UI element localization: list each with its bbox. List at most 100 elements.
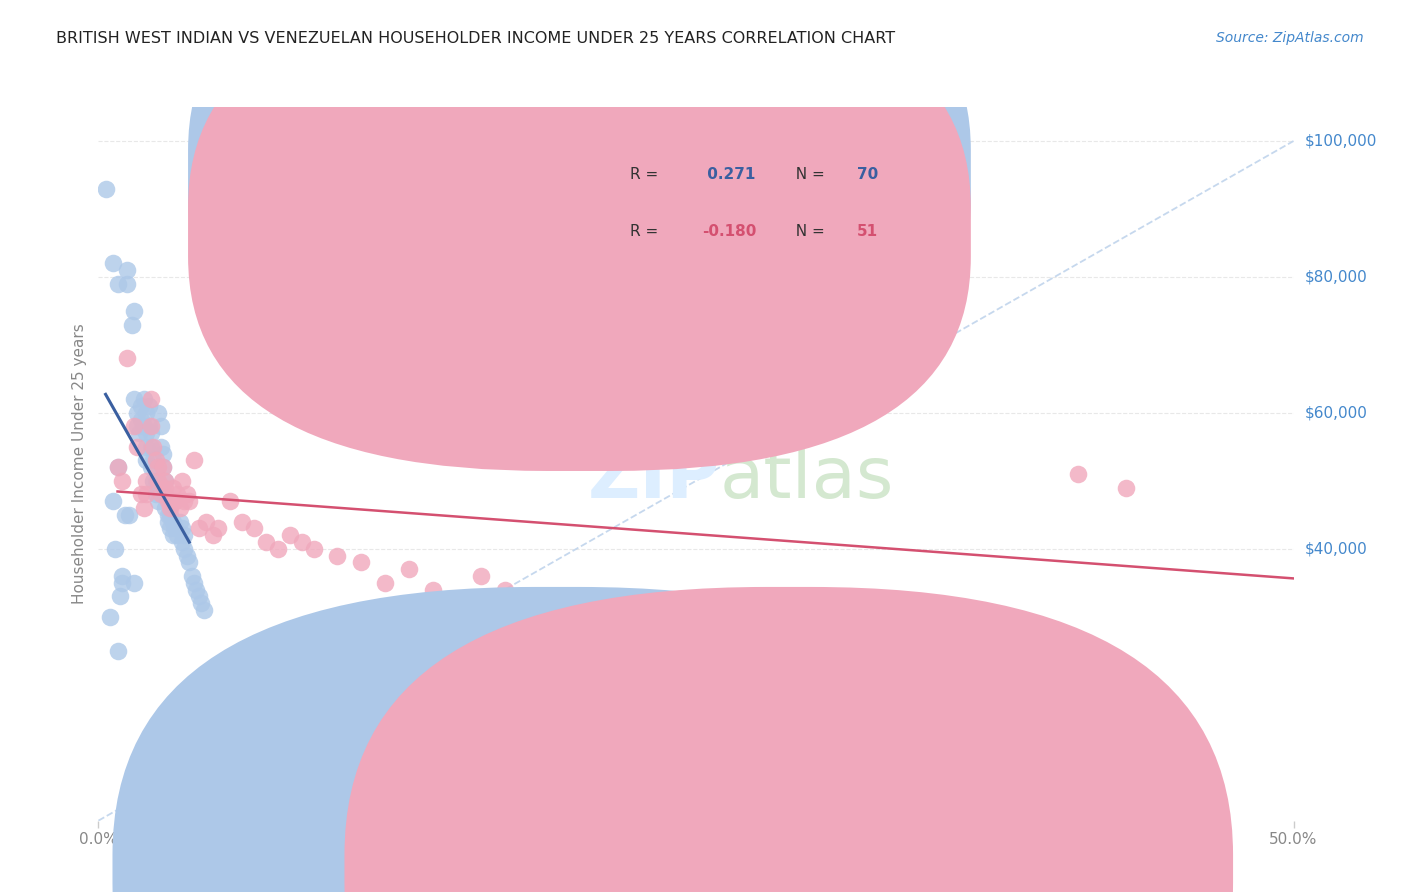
- Point: [166, 487, 188, 501]
- Point: [374, 575, 396, 590]
- Text: N =: N =: [786, 224, 830, 239]
- Point: [118, 508, 141, 522]
- Point: [149, 487, 172, 501]
- Point: [132, 419, 155, 434]
- Point: [180, 569, 202, 583]
- Point: [155, 487, 177, 501]
- Point: [179, 555, 201, 569]
- Point: [94, 181, 117, 195]
- Point: [104, 541, 127, 556]
- Point: [494, 582, 516, 597]
- Point: [302, 541, 325, 556]
- Point: [162, 515, 184, 529]
- Text: R =: R =: [630, 224, 664, 239]
- Point: [162, 481, 184, 495]
- Point: [193, 603, 215, 617]
- Text: $40,000: $40,000: [1305, 541, 1368, 557]
- Point: [145, 487, 167, 501]
- Point: [173, 528, 195, 542]
- Point: [172, 521, 194, 535]
- Y-axis label: Householder Income Under 25 years: Householder Income Under 25 years: [72, 324, 87, 604]
- Point: [155, 474, 177, 488]
- Point: [326, 549, 349, 563]
- Point: [149, 419, 172, 434]
- Text: R =: R =: [630, 167, 664, 182]
- Point: [152, 460, 174, 475]
- Point: [152, 447, 174, 461]
- Point: [148, 474, 170, 488]
- Point: [114, 508, 136, 522]
- Point: [422, 582, 444, 597]
- Point: [142, 474, 165, 488]
- Point: [155, 481, 177, 495]
- Point: [172, 535, 194, 549]
- Point: [135, 453, 157, 467]
- Point: [169, 501, 191, 516]
- Point: [290, 535, 312, 549]
- Point: [159, 501, 181, 516]
- Point: [398, 562, 420, 576]
- Point: [186, 582, 208, 597]
- Point: [172, 474, 194, 488]
- Point: [187, 521, 209, 535]
- Point: [108, 590, 131, 604]
- Point: [1115, 481, 1137, 495]
- Point: [350, 555, 373, 569]
- Point: [148, 494, 170, 508]
- Point: [139, 440, 162, 454]
- Point: [135, 440, 157, 454]
- Point: [111, 569, 134, 583]
- Text: 0.271: 0.271: [702, 167, 755, 182]
- Point: [124, 575, 146, 590]
- Point: [202, 528, 225, 542]
- Text: 70: 70: [858, 167, 879, 182]
- Point: [254, 535, 277, 549]
- Point: [278, 528, 301, 542]
- Point: [139, 460, 162, 475]
- Point: [98, 609, 122, 624]
- Point: [138, 419, 160, 434]
- Point: [173, 541, 195, 556]
- Point: [132, 392, 155, 407]
- Point: [183, 575, 205, 590]
- Point: [231, 515, 253, 529]
- Point: [243, 521, 266, 535]
- Point: [194, 515, 217, 529]
- Point: [162, 528, 184, 542]
- Point: [115, 277, 138, 291]
- Point: [125, 406, 148, 420]
- Point: [128, 426, 150, 441]
- Text: British West Indians: British West Indians: [583, 862, 735, 876]
- Text: BRITISH WEST INDIAN VS VENEZUELAN HOUSEHOLDER INCOME UNDER 25 YEARS CORRELATION : BRITISH WEST INDIAN VS VENEZUELAN HOUSEH…: [56, 31, 896, 46]
- Text: Source: ZipAtlas.com: Source: ZipAtlas.com: [1216, 31, 1364, 45]
- Point: [124, 392, 146, 407]
- Text: Venezuelans: Venezuelans: [815, 862, 911, 876]
- Point: [149, 440, 172, 454]
- Point: [207, 521, 229, 535]
- Point: [139, 426, 162, 441]
- Point: [179, 494, 201, 508]
- Point: [155, 501, 177, 516]
- Point: [470, 569, 492, 583]
- Point: [101, 494, 124, 508]
- Point: [166, 528, 188, 542]
- Point: [107, 460, 129, 475]
- Point: [135, 474, 157, 488]
- Point: [148, 460, 170, 475]
- Point: [267, 541, 290, 556]
- Point: [121, 318, 143, 332]
- Point: [131, 412, 153, 426]
- Point: [148, 406, 170, 420]
- Point: [1067, 467, 1090, 481]
- Point: [187, 590, 209, 604]
- Point: [135, 487, 157, 501]
- Text: $80,000: $80,000: [1305, 269, 1368, 285]
- Point: [159, 508, 181, 522]
- Point: [176, 549, 198, 563]
- Point: [176, 487, 198, 501]
- Point: [139, 419, 162, 434]
- Point: [163, 494, 186, 508]
- Text: 51: 51: [858, 224, 879, 239]
- Point: [148, 481, 170, 495]
- Point: [142, 440, 165, 454]
